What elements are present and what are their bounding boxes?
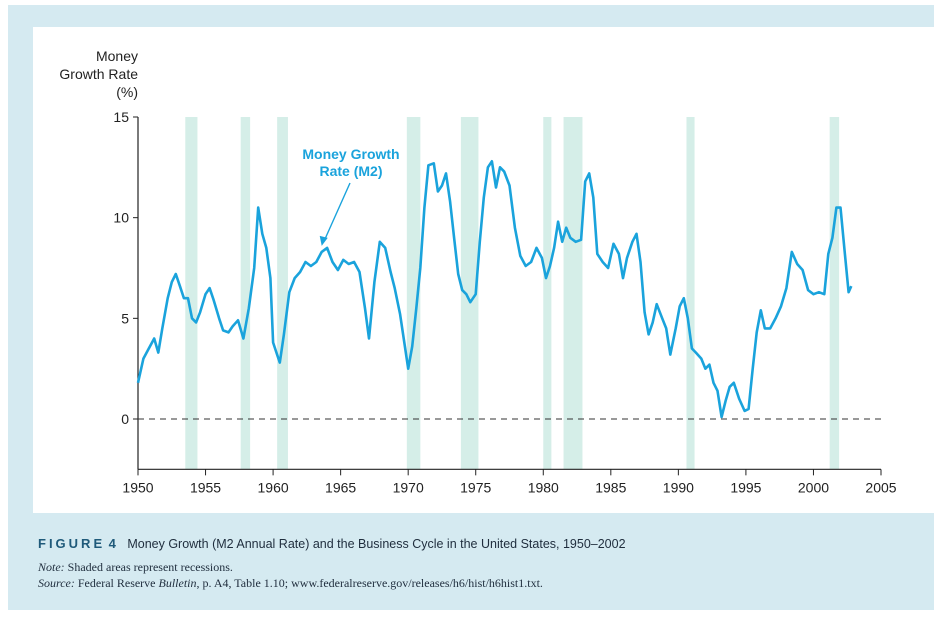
y-tick-label: 0	[121, 411, 129, 427]
recession-band	[240, 117, 251, 470]
x-tick-label: 2000	[798, 479, 829, 495]
recession-band	[460, 117, 479, 470]
y-axis-label: Money	[96, 48, 138, 64]
source-italic: Bulletin	[158, 576, 197, 590]
y-axis-label: Growth Rate	[59, 66, 138, 82]
source-label: Source:	[38, 576, 75, 590]
source-text-2: , p. A4, Table 1.10; www.federalreserve.…	[196, 576, 543, 590]
money-growth-chart: 0 5 10 15 1950 1955 1960 1965 1970 1975 1980 1985 19…	[59, 48, 896, 495]
x-tick-label: 2005	[865, 479, 896, 495]
annotation-label: Rate (M2)	[319, 163, 382, 179]
recession-band	[406, 117, 421, 470]
x-tick-label: 1950	[122, 479, 153, 495]
figure-title: Money Growth (M2 Annual Rate) and the Bu…	[127, 537, 626, 551]
y-axis-label: (%)	[116, 84, 138, 100]
y-tick-label: 5	[121, 310, 129, 326]
x-tick-label: 1970	[393, 479, 424, 495]
x-tick-label: 1955	[190, 479, 221, 495]
x-tick-label: 1965	[325, 479, 356, 495]
x-tick-label: 1960	[258, 479, 289, 495]
recession-band	[185, 117, 198, 470]
annotation-label: Money Growth	[302, 146, 399, 162]
note-label: Note:	[38, 560, 65, 574]
caption-notes: Note: Shaded areas represent recessions.…	[38, 559, 918, 591]
x-tick-label: 1975	[460, 479, 491, 495]
recession-band	[277, 117, 288, 470]
recession-band	[686, 117, 695, 470]
m2-growth-line	[136, 160, 853, 419]
y-tick-label: 15	[113, 109, 129, 125]
figure-label: FIGURE	[38, 536, 106, 551]
source-line: Source: Federal Reserve Bulletin, p. A4,…	[38, 575, 918, 591]
recession-band	[829, 117, 840, 470]
x-tick-label: 1985	[595, 479, 626, 495]
x-tick-label: 1995	[730, 479, 761, 495]
x-tick-label: 1980	[528, 479, 559, 495]
recession-band	[563, 117, 583, 470]
note-line: Note: Shaded areas represent recessions.	[38, 559, 918, 575]
source-text-1: Federal Reserve	[74, 576, 159, 590]
note-text: Shaded areas represent recessions.	[64, 560, 233, 574]
figure-caption: FIGURE 4 Money Growth (M2 Annual Rate) a…	[38, 536, 918, 591]
y-tick-label: 10	[113, 210, 129, 226]
figure-frame: 0 5 10 15 1950 1955 1960 1965 1970 1975 1980 1985 19…	[8, 5, 941, 610]
annotation-arrowhead	[319, 235, 328, 246]
figure-number: 4	[108, 536, 116, 551]
annotation-arrow	[323, 182, 351, 243]
recession-band	[543, 117, 552, 470]
caption-title-line: FIGURE 4 Money Growth (M2 Annual Rate) a…	[38, 536, 918, 551]
x-tick-label: 1990	[663, 479, 694, 495]
chart-panel: 0 5 10 15 1950 1955 1960 1965 1970 1975 1980 1985 19…	[33, 27, 941, 513]
